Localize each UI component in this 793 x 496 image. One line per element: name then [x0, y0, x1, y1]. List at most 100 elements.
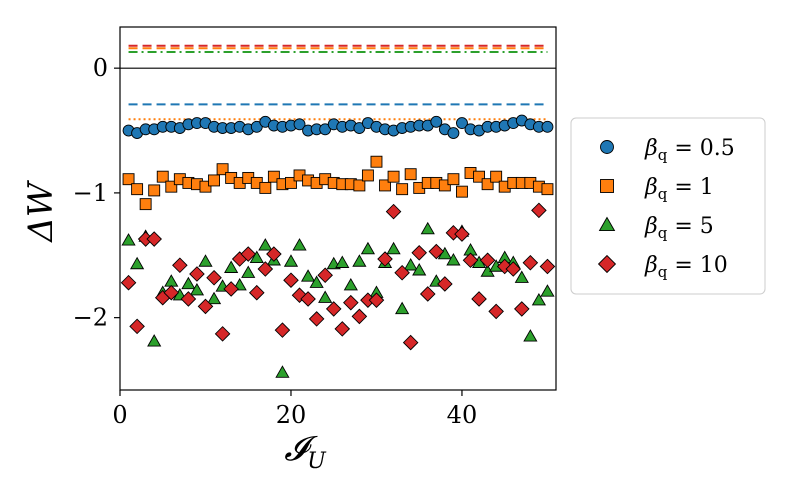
data-point [259, 181, 272, 194]
data-point [293, 118, 306, 131]
axis-ticks: 0 20 40 0 −1 −2 [73, 54, 478, 429]
data-point [531, 292, 547, 306]
data-point [291, 287, 308, 303]
data-point [266, 246, 282, 262]
data-point [361, 169, 374, 182]
data-point [446, 253, 461, 266]
data-point [403, 258, 418, 271]
x-tick-label: 0 [112, 401, 127, 429]
data-point [334, 321, 351, 337]
data-point [437, 276, 453, 292]
data-point [428, 243, 445, 260]
data-point [514, 301, 530, 317]
legend-marker [600, 179, 614, 193]
data-point [438, 179, 451, 192]
data-point [248, 284, 265, 301]
data-point [402, 334, 419, 351]
data-point [343, 294, 359, 311]
reference-lines [120, 44, 556, 121]
legend-entry: βq = 10 [597, 253, 728, 281]
legend-label: βq = 10 [644, 253, 728, 281]
data-point [249, 250, 264, 263]
data-point [172, 257, 188, 274]
y-axis-label: ΔW [21, 179, 61, 244]
data-point [419, 286, 436, 302]
data-point [404, 168, 417, 181]
data-point [396, 183, 409, 196]
legend-entry: βq = 1 [600, 175, 714, 203]
data-point [420, 221, 435, 235]
data-point [473, 170, 486, 183]
data-point [412, 263, 427, 276]
data-point [121, 233, 136, 246]
legend-label: βq = 0.5 [644, 136, 735, 164]
data-point [216, 163, 229, 176]
data-point [540, 284, 555, 297]
data-point [395, 301, 410, 315]
y-tick-label: −2 [73, 304, 108, 332]
data-point [180, 291, 197, 307]
data-points [120, 114, 556, 378]
data-point [385, 203, 402, 220]
data-point [267, 170, 280, 183]
data-point [163, 284, 180, 301]
data-point [456, 117, 468, 130]
data-point [447, 173, 460, 186]
data-point [129, 256, 145, 270]
data-point [240, 246, 257, 262]
data-point [317, 267, 333, 284]
legend-marker [600, 140, 614, 154]
data-point [181, 276, 196, 290]
data-point [189, 282, 205, 296]
data-point [148, 184, 161, 197]
data-point [394, 264, 410, 281]
data-point [197, 298, 214, 315]
data-point [206, 269, 222, 286]
data-point [335, 255, 350, 268]
plot-frame [119, 26, 557, 391]
data-point [481, 178, 494, 191]
data-point [386, 241, 401, 255]
data-point [146, 231, 162, 247]
data-point [430, 115, 443, 128]
data-point [325, 301, 342, 317]
data-point [343, 277, 358, 291]
x-axis-label: 𝓘U [284, 429, 327, 474]
data-point [300, 269, 316, 282]
data-point [275, 365, 290, 378]
data-point [539, 258, 556, 275]
data-point [189, 266, 205, 282]
data-point [456, 185, 468, 198]
data-point [523, 329, 538, 342]
data-point [454, 226, 470, 242]
x-axis-label-sub: U [307, 449, 327, 474]
legend-marker [597, 254, 617, 274]
data-point [274, 322, 291, 338]
data-point [370, 155, 383, 168]
data-point [165, 180, 178, 193]
data-point [379, 179, 391, 192]
data-point [257, 261, 274, 277]
data-point [224, 260, 239, 273]
data-point [447, 127, 460, 139]
data-point [164, 274, 179, 287]
data-point [206, 291, 222, 305]
data-point [387, 170, 400, 183]
data-point [471, 291, 487, 307]
data-point [368, 292, 385, 308]
data-point [522, 254, 539, 271]
data-point [241, 265, 256, 278]
series-square [122, 155, 554, 211]
data-point [377, 251, 393, 267]
legend-label: βq = 5 [644, 214, 714, 242]
data-point [490, 170, 503, 183]
x-tick-label: 20 [276, 401, 307, 429]
data-point [505, 261, 522, 277]
legend-marker [598, 216, 616, 232]
series-circle [122, 114, 554, 139]
data-point [360, 241, 376, 255]
data-point [283, 254, 299, 267]
data-point [292, 238, 307, 251]
data-point [300, 291, 316, 307]
